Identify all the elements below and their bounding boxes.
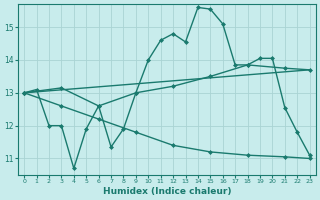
X-axis label: Humidex (Indice chaleur): Humidex (Indice chaleur) — [103, 187, 231, 196]
